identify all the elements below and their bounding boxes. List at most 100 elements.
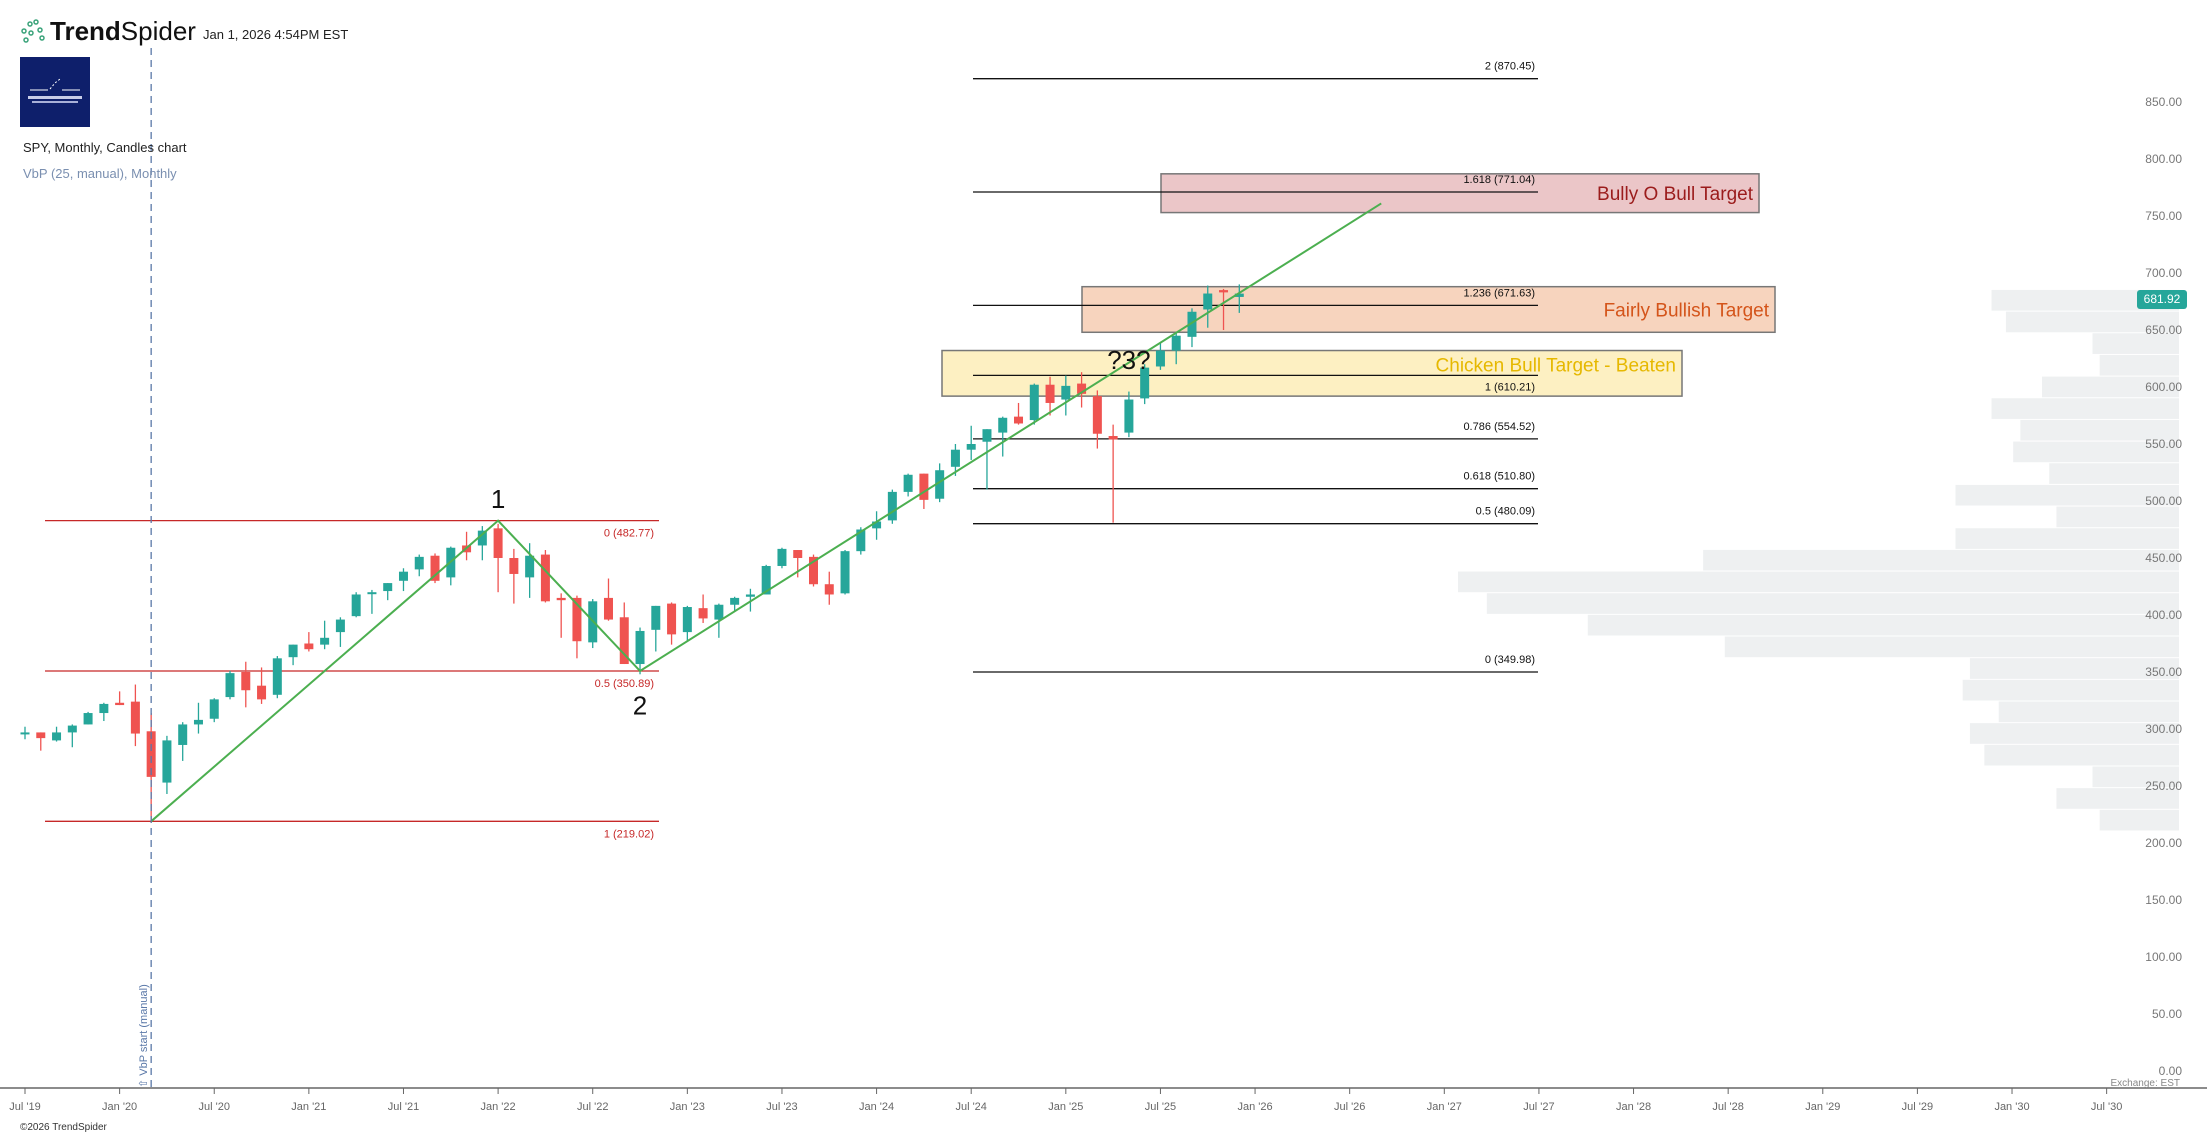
y-tick-label: 600.00 <box>2145 380 2182 394</box>
vbp-bar <box>2042 376 2179 398</box>
vbp-bar <box>1955 484 2179 506</box>
x-tick-label: Jan '29 <box>1805 1101 1840 1113</box>
candle-body <box>241 672 251 691</box>
candle-body <box>761 565 771 595</box>
x-tick-label: Jan '23 <box>670 1101 705 1113</box>
candle-body <box>1124 399 1134 433</box>
x-tick-label: Jan '26 <box>1237 1101 1272 1113</box>
vbp-bar <box>1991 398 2179 419</box>
fib-left-label: 1 (219.02) <box>604 828 654 840</box>
x-tick-label: Jan '21 <box>291 1101 326 1113</box>
y-tick-label: 250.00 <box>2145 779 2182 793</box>
candle-body <box>193 719 203 725</box>
y-tick-label: 700.00 <box>2145 266 2182 280</box>
x-tick-label: Jul '24 <box>955 1101 986 1113</box>
candle-body <box>872 521 882 529</box>
candle-body <box>887 491 897 521</box>
wave-label: ?3? <box>1107 345 1150 375</box>
y-tick-label: 200.00 <box>2145 836 2182 850</box>
zone-label: Bully O Bull Target <box>1597 184 1754 205</box>
candle-body <box>52 732 62 741</box>
candle-body <box>383 583 393 592</box>
x-tick-label: Jan '25 <box>1048 1101 1083 1113</box>
vbp-bar <box>1587 614 2179 636</box>
candle-body <box>1061 385 1071 400</box>
x-tick-label: Jul '27 <box>1523 1101 1554 1113</box>
vbp-bar <box>1458 571 2179 593</box>
fib-left-label: 0 (482.77) <box>604 528 654 540</box>
volume-by-price <box>1458 289 2179 831</box>
exchange-timezone: Exchange: EST <box>2110 1078 2180 1089</box>
timestamp: Jan 1, 2026 4:54PM EST <box>203 27 349 42</box>
x-tick-label: Jan '28 <box>1616 1101 1651 1113</box>
candle-body <box>351 594 361 617</box>
fib-left-label: 0.5 (350.89) <box>595 678 654 690</box>
x-tick-label: Jul '19 <box>9 1101 40 1113</box>
y-tick-label: 650.00 <box>2145 323 2182 337</box>
candle-body <box>998 417 1008 433</box>
copyright: ©2026 TrendSpider <box>20 1122 107 1133</box>
candle-body <box>67 725 77 733</box>
candle-body <box>272 658 282 695</box>
y-tick-label: 800.00 <box>2145 152 2182 166</box>
y-tick-label: 500.00 <box>2145 494 2182 508</box>
y-tick-label: 50.00 <box>2152 1007 2182 1021</box>
fib-right-label: 1.618 (771.04) <box>1463 174 1535 186</box>
candle-body <box>1155 350 1165 367</box>
y-tick-label: 750.00 <box>2145 209 2182 223</box>
y-tick-label: 150.00 <box>2145 893 2182 907</box>
x-tick-label: Jul '25 <box>1145 1101 1176 1113</box>
vbp-bar <box>1486 593 2179 614</box>
candle-body <box>414 556 424 570</box>
y-tick-label: 450.00 <box>2145 551 2182 565</box>
x-tick-label: Jul '26 <box>1334 1101 1365 1113</box>
x-tick-label: Jan '24 <box>859 1101 894 1113</box>
fib-right-label: 0.786 (554.52) <box>1463 421 1535 433</box>
candle-body <box>398 571 408 581</box>
candle-body <box>493 528 503 558</box>
vbp-bar <box>2013 441 2179 463</box>
y-tick-label: 350.00 <box>2145 665 2182 679</box>
candle-body <box>1219 290 1229 293</box>
indicator-label[interactable]: VbP (25, manual), Monthly <box>23 166 177 181</box>
vbp-bar <box>2049 463 2179 484</box>
y-tick-label: 850.00 <box>2145 95 2182 109</box>
target-zone <box>1160 173 1760 214</box>
candle-body <box>1171 335 1181 351</box>
candle-body <box>840 551 850 594</box>
candle-body <box>682 607 692 633</box>
candle-body <box>99 703 109 714</box>
candle-body <box>1092 396 1102 434</box>
candle-body <box>903 474 913 492</box>
wave-labels: 1 2 ?3? <box>491 345 1151 721</box>
candle-body <box>540 554 550 602</box>
candle-body <box>667 603 677 635</box>
vbp-bar <box>1724 636 2179 658</box>
candle-body <box>225 673 235 698</box>
candle-body <box>809 556 818 585</box>
x-tick-label: Jul '23 <box>766 1101 797 1113</box>
candle-body <box>572 597 582 642</box>
vbp-bar <box>2099 354 2179 376</box>
candle-body <box>130 701 140 734</box>
vbp-bar <box>1969 723 2179 744</box>
trend-lines: ⇧ VbP start (manual) <box>138 48 1382 1092</box>
candle-body <box>1045 384 1055 403</box>
x-tick-label: Jul '28 <box>1712 1101 1743 1113</box>
fib-right-label: 1.236 (671.63) <box>1463 287 1535 299</box>
vbp-bar <box>2056 506 2179 528</box>
fib-right-label: 2 (870.45) <box>1485 61 1535 73</box>
candle-body <box>714 604 724 620</box>
candle-body <box>430 555 440 581</box>
axes: 0.00 50.00 100.00 150.00 200.00 250.00 300.00 3… <box>0 95 2207 1113</box>
candle-body <box>525 555 535 578</box>
fib-right-label: 1 (610.21) <box>1485 381 1535 393</box>
y-tick-label: 400.00 <box>2145 608 2182 622</box>
fib-right-label: 0.5 (480.09) <box>1476 506 1535 518</box>
y-tick-label: 550.00 <box>2145 437 2182 451</box>
candle-body <box>162 740 172 783</box>
candle-body <box>146 731 156 777</box>
vbp-bar <box>2005 311 2179 333</box>
candle-body <box>1014 416 1024 424</box>
